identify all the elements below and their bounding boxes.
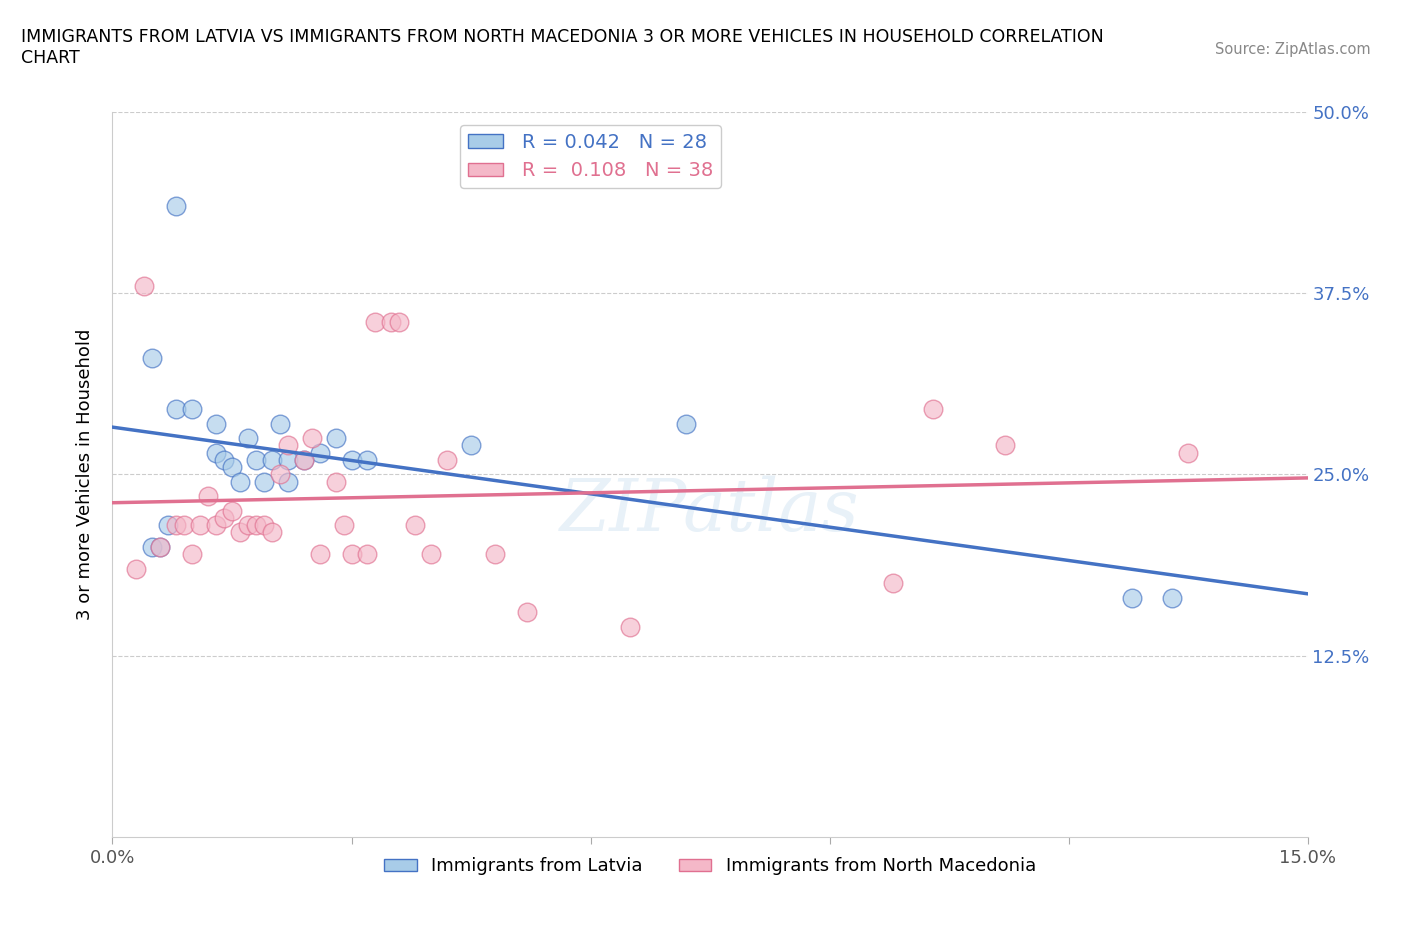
Point [388, 314, 411, 329]
Point [141, 351, 163, 365]
Point [141, 539, 163, 554]
Text: Source: ZipAtlas.com: Source: ZipAtlas.com [1215, 42, 1371, 57]
Point [253, 518, 276, 533]
Point [245, 452, 267, 467]
Point [332, 518, 354, 533]
Point [420, 547, 443, 562]
Point [165, 518, 187, 533]
Point [236, 518, 259, 533]
Point [277, 438, 299, 453]
Point [212, 452, 235, 467]
Point [1161, 591, 1184, 605]
Point [269, 416, 291, 431]
Point [253, 474, 276, 489]
Point [325, 431, 347, 445]
Point [277, 474, 299, 489]
Point [364, 314, 387, 329]
Point [516, 604, 538, 619]
Point [229, 474, 252, 489]
Point [181, 547, 204, 562]
Point [922, 402, 945, 417]
Point [173, 518, 195, 533]
Point [301, 431, 323, 445]
Point [149, 539, 172, 554]
Point [460, 438, 482, 453]
Point [134, 278, 156, 293]
Point [1121, 591, 1143, 605]
Point [356, 547, 378, 562]
Point [221, 503, 243, 518]
Text: ZIPatlas: ZIPatlas [560, 475, 860, 546]
Point [340, 452, 363, 467]
Text: IMMIGRANTS FROM LATVIA VS IMMIGRANTS FROM NORTH MACEDONIA 3 OR MORE VEHICLES IN : IMMIGRANTS FROM LATVIA VS IMMIGRANTS FRO… [21, 28, 1104, 67]
Point [994, 438, 1017, 453]
Point [197, 488, 219, 503]
Point [205, 416, 228, 431]
Y-axis label: 3 or more Vehicles in Household: 3 or more Vehicles in Household [76, 328, 94, 620]
Point [236, 431, 259, 445]
Point [221, 459, 243, 474]
Point [181, 402, 204, 417]
Point [260, 452, 283, 467]
Legend: Immigrants from Latvia, Immigrants from North Macedonia: Immigrants from Latvia, Immigrants from … [377, 850, 1043, 883]
Point [277, 452, 299, 467]
Point [205, 518, 228, 533]
Point [157, 518, 180, 533]
Point [484, 547, 506, 562]
Point [165, 402, 187, 417]
Point [675, 416, 697, 431]
Point [356, 452, 378, 467]
Point [619, 619, 641, 634]
Point [380, 314, 402, 329]
Point [205, 445, 228, 460]
Point [165, 198, 187, 213]
Point [269, 467, 291, 482]
Point [1177, 445, 1199, 460]
Point [308, 547, 330, 562]
Point [292, 452, 315, 467]
Point [308, 445, 330, 460]
Point [882, 576, 904, 591]
Point [292, 452, 315, 467]
Point [260, 525, 283, 539]
Point [245, 518, 267, 533]
Point [149, 539, 172, 554]
Point [436, 452, 458, 467]
Point [188, 518, 211, 533]
Point [404, 518, 426, 533]
Point [212, 511, 235, 525]
Point [325, 474, 347, 489]
Point [125, 561, 148, 576]
Point [340, 547, 363, 562]
Point [229, 525, 252, 539]
